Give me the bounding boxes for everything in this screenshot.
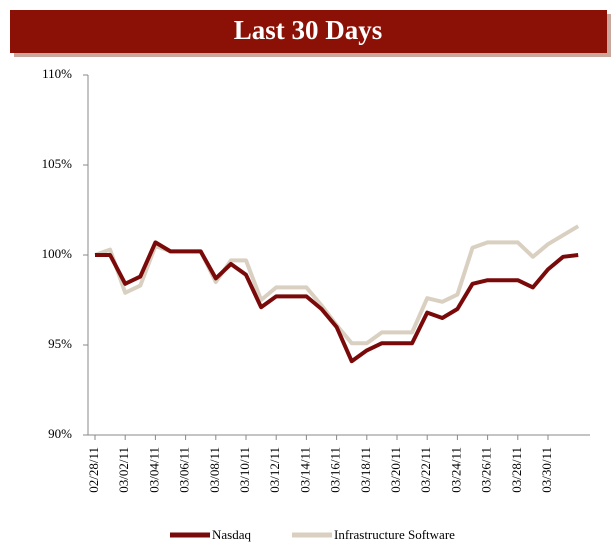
x-tick-label: 03/10/11	[237, 447, 252, 493]
x-tick-label: 03/06/11	[177, 447, 192, 493]
y-tick-label: 90%	[48, 426, 72, 441]
x-tick-label: 02/28/11	[86, 447, 101, 493]
x-tick-label: 03/12/11	[267, 447, 282, 493]
y-tick-label: 100%	[42, 246, 73, 261]
legend-label: Nasdaq	[212, 527, 251, 542]
y-tick-label: 105%	[42, 156, 73, 171]
legend-label: Infrastructure Software	[334, 527, 455, 542]
x-tick-label: 03/22/11	[418, 447, 433, 493]
x-tick-label: 03/08/11	[207, 447, 222, 493]
x-tick-label: 03/24/11	[448, 447, 463, 493]
y-tick-label: 95%	[48, 336, 72, 351]
x-tick-label: 03/16/11	[328, 447, 343, 493]
x-tick-label: 03/20/11	[388, 447, 403, 493]
x-tick-label: 03/14/11	[297, 447, 312, 493]
x-tick-label: 03/18/11	[358, 447, 373, 493]
series-line	[95, 240, 579, 364]
x-tick-label: 03/02/11	[116, 447, 131, 493]
x-tick-label: 03/28/11	[509, 447, 524, 493]
y-tick-label: 110%	[42, 66, 72, 81]
x-tick-label: 03/30/11	[539, 447, 554, 493]
x-tick-label: 03/26/11	[479, 447, 494, 493]
chart-title: Last 30 Days	[234, 15, 383, 45]
title-banner	[10, 10, 607, 53]
x-tick-label: 03/04/11	[146, 447, 161, 493]
